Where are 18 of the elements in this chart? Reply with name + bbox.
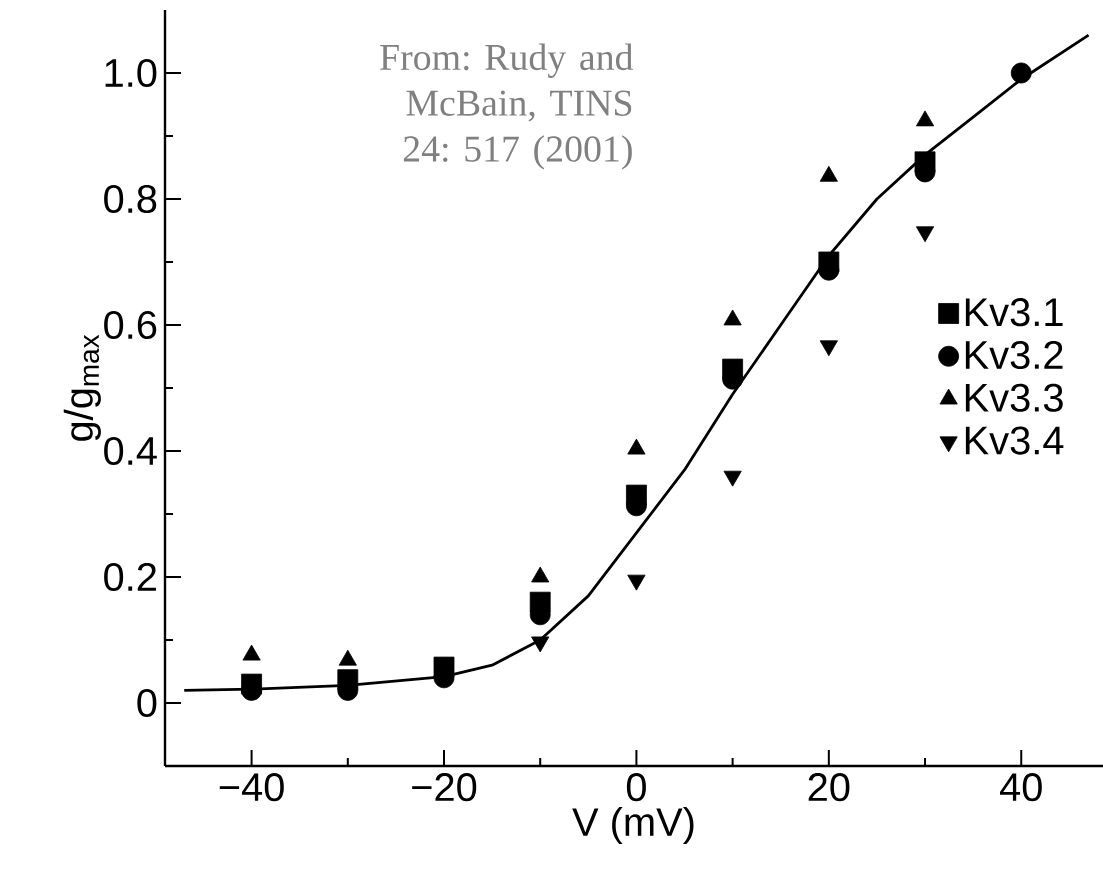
x-axis-title: V (mV)	[572, 806, 694, 845]
y-tick-label: 0.4	[104, 436, 157, 466]
annotation: From: Rudy and McBain, TINS 24: 517 (2001)	[380, 43, 634, 170]
x-tick-label: −40	[219, 773, 284, 802]
legend-label: Kv3.4	[965, 426, 1064, 455]
legend-label: Kv3.1	[965, 298, 1063, 327]
x-tick-label: 20	[808, 773, 850, 802]
y-tick-label: 0.8	[104, 184, 157, 214]
y-tick-label: 0.2	[104, 562, 156, 592]
y-tick-label: 1.0	[105, 58, 157, 88]
x-tick-label: 0	[626, 773, 646, 802]
legend-label: Kv3.2	[965, 340, 1063, 370]
x-tick-label: 40	[999, 773, 1042, 802]
x-tick-label: −20	[412, 773, 477, 802]
y-axis-title: g/g$_{max}$	[63, 334, 101, 441]
y-tick-label: 0	[137, 688, 157, 718]
y-tick-label: 0.6	[104, 310, 157, 340]
legend-label: Kv3.3	[965, 383, 1063, 412]
